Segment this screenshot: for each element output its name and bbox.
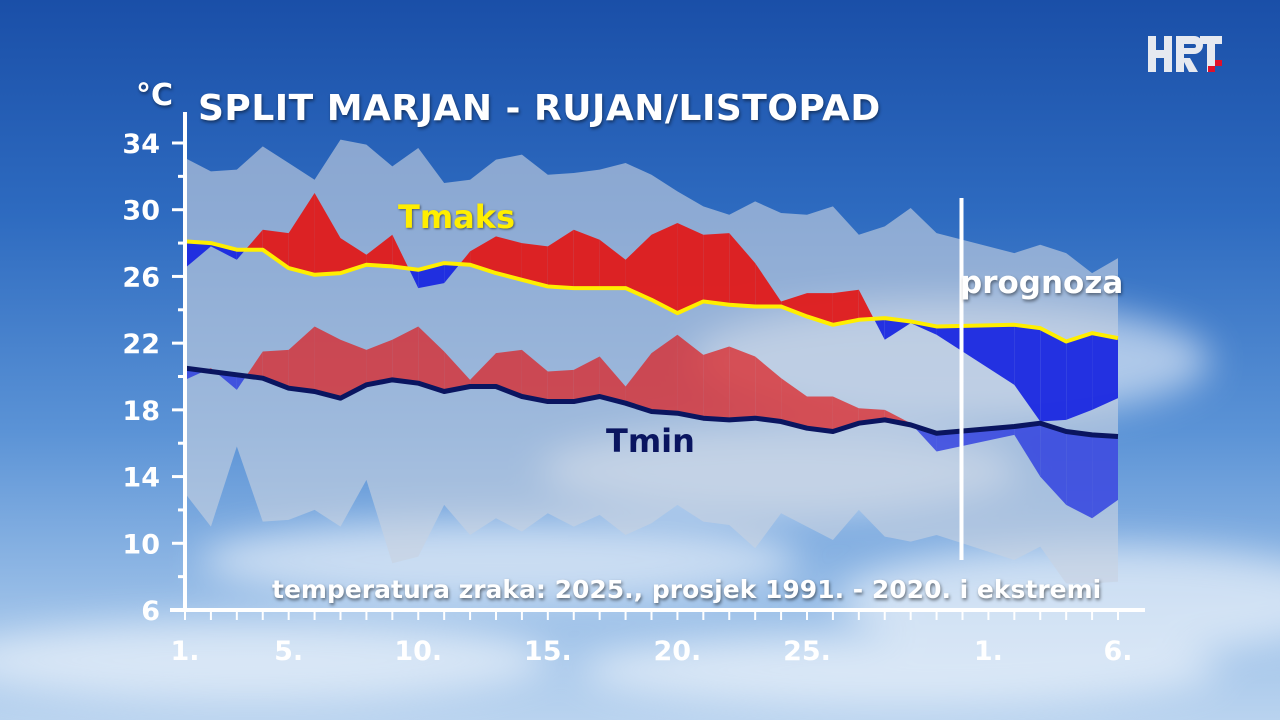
min-anomaly-area [521, 349, 548, 402]
min-anomaly-area [496, 349, 522, 397]
max-anomaly-area [470, 236, 496, 274]
min-anomaly-area [573, 356, 600, 402]
min-anomaly-area [418, 326, 445, 392]
max-anomaly-area [936, 324, 1015, 385]
max-anomaly-area [245, 229, 263, 250]
chart-title: SPLIT MARJAN - RUJAN/LISTOPAD [198, 88, 881, 129]
min-anomaly-area [625, 353, 652, 412]
min-anomaly-area [340, 339, 367, 399]
x-tick-label: 25. [783, 636, 831, 667]
x-tick-label: 6. [1103, 636, 1132, 667]
y-tick-label: 22 [122, 329, 160, 360]
max-anomaly-area [185, 241, 211, 269]
y-axis-unit: °C [136, 78, 174, 113]
tick-labels: 6 10 14 18 22 26 30 34 1. 5. 10. 15. 20. 25. 1. 6. [122, 129, 1132, 667]
min-anomaly-area [755, 356, 782, 422]
max-anomaly-area [832, 289, 859, 325]
max-anomaly-area [444, 263, 460, 284]
max-anomaly-area [873, 318, 885, 340]
y-tick-label: 18 [122, 396, 160, 427]
min-anomaly-area [677, 334, 704, 419]
max-anomaly-area [408, 268, 419, 289]
max-anomaly-area [366, 234, 393, 267]
max-anomaly-area [521, 243, 548, 287]
axes [170, 112, 1145, 620]
min-anomaly-area [288, 326, 315, 392]
min-anomaly-area [807, 396, 833, 432]
max-anomaly-area [340, 238, 367, 274]
max-anomaly-area [1066, 333, 1093, 420]
min-anomaly-area [729, 346, 756, 420]
x-tick-label: 1. [974, 636, 1003, 667]
x-tick-label: 10. [394, 636, 442, 667]
tmin-average-line [184, 365, 1119, 440]
min-anomaly-area [1066, 431, 1093, 519]
max-anomaly-area [210, 243, 237, 260]
max-anomaly-area [703, 233, 730, 305]
min-anomaly-area [1040, 423, 1067, 505]
min-anomaly-area [246, 351, 263, 379]
tmax-average-line [184, 239, 1119, 344]
y-tick-label: 34 [122, 129, 160, 160]
y-tick-label: 6 [141, 596, 160, 627]
max-anomaly-area [459, 251, 471, 265]
y-tick-label: 14 [122, 463, 160, 494]
min-anomaly-area [599, 356, 626, 404]
y-tick-label: 10 [122, 529, 160, 560]
average-lines [184, 239, 1119, 440]
min-anomaly-area [444, 351, 471, 392]
x-tick-label: 5. [274, 636, 303, 667]
max-anomaly-area [236, 249, 246, 260]
max-anomaly-area [1092, 333, 1118, 410]
max-anomaly-area [1040, 328, 1067, 422]
max-anomaly-area [496, 236, 522, 280]
min-anomaly-area [651, 334, 678, 414]
max-anomaly-area [599, 239, 626, 289]
max-anomaly-area [755, 263, 782, 307]
max-anomaly-area [677, 223, 704, 314]
min-anomaly-area [366, 339, 393, 385]
y-tick-label: 26 [122, 262, 160, 293]
min-anomaly-area [1014, 423, 1041, 477]
max-anomaly-area [573, 229, 600, 289]
max-anomaly-area [392, 234, 409, 269]
max-anomaly-area [884, 318, 911, 340]
x-tick-label: 1. [170, 636, 199, 667]
max-anomaly-area [651, 223, 678, 314]
x-tick-label: 15. [524, 636, 572, 667]
max-anomaly-area [288, 193, 315, 275]
max-anomaly-area [625, 234, 652, 300]
min-anomaly-area [703, 346, 730, 420]
forecast-label: prognoza [960, 265, 1124, 301]
max-anomaly-area [910, 321, 937, 335]
min-anomaly-area [1092, 434, 1118, 519]
max-anomaly-area [729, 233, 756, 307]
min-anomaly-area [470, 353, 496, 387]
hrt-logo [1148, 36, 1222, 72]
max-anomaly-area [314, 193, 341, 275]
y-tick-label: 30 [122, 196, 160, 227]
max-anomaly-area [1014, 324, 1041, 422]
max-anomaly-area [262, 229, 289, 269]
x-tick-label: 20. [653, 636, 701, 667]
min-anomaly-area [547, 369, 574, 402]
min-anomaly-area [781, 378, 807, 429]
tmax-label: Tmaks [398, 198, 516, 236]
min-anomaly-area [314, 326, 341, 399]
tmin-label: Tmin [606, 422, 695, 460]
max-anomaly-area [547, 229, 574, 289]
chart-subtitle: temperatura zraka: 2025., prosjek 1991. … [272, 575, 1102, 604]
min-anomaly-area [392, 326, 419, 384]
min-anomaly-area [236, 374, 247, 390]
max-anomaly-area [858, 289, 874, 320]
max-anomaly-area [781, 293, 807, 317]
